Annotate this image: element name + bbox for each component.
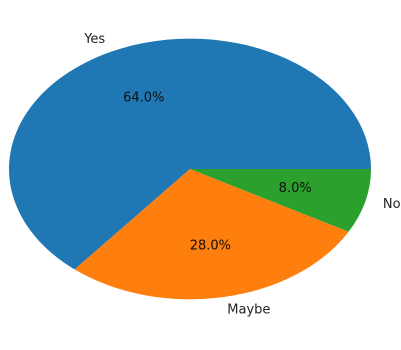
- pie-category-label-maybe: Maybe: [227, 302, 270, 317]
- pie-percent-label-no: 8.0%: [279, 181, 312, 196]
- pie-percent-label-maybe: 28.0%: [190, 238, 231, 253]
- pie-category-label-no: No: [383, 197, 401, 212]
- pie-percent-label-yes: 64.0%: [123, 91, 164, 106]
- pie-category-label-yes: Yes: [83, 32, 105, 47]
- pie-slice-maybe: [74, 169, 349, 300]
- pie-slice-yes: [9, 38, 371, 270]
- pie-slice-no: [190, 169, 371, 232]
